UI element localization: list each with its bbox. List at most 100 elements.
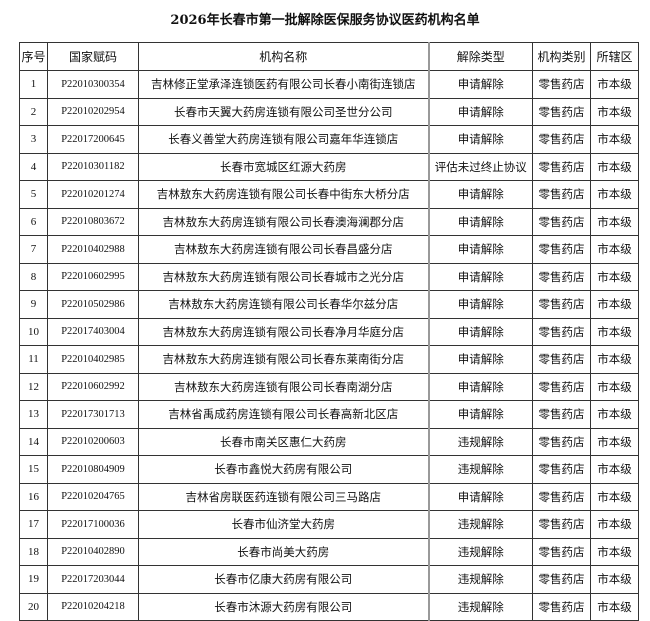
district-cell: 市本级 [590, 97, 639, 126]
header-code: 国家赋码 [47, 42, 139, 71]
seq-cell: 10 [19, 317, 48, 346]
header-type: 解除类型 [427, 42, 533, 71]
header-district: 所辖区 [590, 42, 639, 71]
type-cell: 申请解除 [427, 345, 533, 374]
table-row: 13 P22017301713 吉林省禹成药房连锁有限公司长春高新北区店 申请解除 零售… [19, 400, 639, 429]
type-cell: 违规解除 [427, 537, 533, 566]
type-cell: 申请解除 [427, 70, 533, 99]
type-cell: 申请解除 [427, 262, 533, 291]
table-row: 18 P22010402890 长春市尚美大药房 违规解除 零售药店 市本级 [19, 537, 639, 566]
seq-cell: 6 [19, 207, 48, 236]
table-row: 14 P22010200603 长春市南关区惠仁大药房 违规解除 零售药店 市本级 [19, 427, 639, 456]
name-cell: 吉林省房联医药连锁有限公司三马路店 [138, 482, 429, 511]
seq-cell: 5 [19, 180, 48, 209]
table-row: 3 P22017200645 长春义善堂大药房连锁有限公司嘉年华连锁店 申请解除 零售药… [19, 125, 639, 154]
type-cell: 申请解除 [427, 125, 533, 154]
code-cell: P22010300354 [47, 70, 139, 99]
category-cell: 零售药店 [532, 482, 591, 511]
table-row: 17 P22017100036 长春市仙济堂大药房 违规解除 零售药店 市本级 [19, 510, 639, 539]
table-row: 19 P22017203044 长春市亿康大药房有限公司 违规解除 零售药店 市本级 [19, 565, 639, 594]
seq-cell: 1 [19, 70, 48, 99]
category-cell: 零售药店 [532, 125, 591, 154]
header-name: 机构名称 [138, 42, 429, 71]
district-cell: 市本级 [590, 455, 639, 484]
table-row: 7 P22010402988 吉林敖东大药房连锁有限公司长春昌盛分店 申请解除 零售药店… [19, 235, 639, 264]
category-cell: 零售药店 [532, 565, 591, 594]
category-cell: 零售药店 [532, 537, 591, 566]
name-cell: 长春市尚美大药房 [138, 537, 429, 566]
type-cell: 评估未过终止协议 [427, 152, 533, 181]
type-cell: 申请解除 [427, 207, 533, 236]
district-cell: 市本级 [590, 180, 639, 209]
table-row: 1 P22010300354 吉林修正堂承泽连锁医药有限公司长春小南街连锁店 申请解除… [19, 70, 639, 99]
type-cell: 申请解除 [427, 290, 533, 319]
seq-cell: 15 [19, 455, 48, 484]
header-seq: 序号 [19, 42, 48, 71]
district-cell: 市本级 [590, 262, 639, 291]
table-row: 15 P22010804909 长春市鑫悦大药房有限公司 违规解除 零售药店 市本级 [19, 455, 639, 484]
type-cell: 违规解除 [427, 427, 533, 456]
category-cell: 零售药店 [532, 372, 591, 401]
table-row: 10 P22017403004 吉林敖东大药房连锁有限公司长春净月华庭分店 申请解除零… [19, 317, 639, 346]
name-cell: 吉林敖东大药房连锁有限公司长春南湖分店 [138, 372, 429, 401]
type-cell: 申请解除 [427, 235, 533, 264]
code-cell: P22017100036 [47, 510, 139, 539]
code-cell: P22010402890 [47, 537, 139, 566]
type-cell: 违规解除 [427, 592, 533, 621]
table-row: 2 P22010202954 长春市天翼大药房连锁有限公司圣世分公司 申请解除 零售药店… [19, 97, 639, 126]
code-cell: P22010804909 [47, 455, 139, 484]
type-cell: 申请解除 [427, 317, 533, 346]
code-cell: P22010402985 [47, 345, 139, 374]
district-cell: 市本级 [590, 592, 639, 621]
type-cell: 申请解除 [427, 180, 533, 209]
district-cell: 市本级 [590, 235, 639, 264]
code-cell: P22010301182 [47, 152, 139, 181]
name-cell: 吉林敖东大药房连锁有限公司长春城市之光分店 [138, 262, 429, 291]
district-cell: 市本级 [590, 345, 639, 374]
category-cell: 零售药店 [532, 455, 591, 484]
seq-cell: 2 [19, 97, 48, 126]
type-cell: 申请解除 [427, 97, 533, 126]
type-cell: 违规解除 [427, 510, 533, 539]
seq-cell: 9 [19, 290, 48, 319]
header-category: 机构类别 [532, 42, 591, 71]
code-cell: P22010602995 [47, 262, 139, 291]
table-row: 6 P22010803672 吉林敖东大药房连锁有限公司长春澳海澜郡分店 申请解除 零售… [19, 207, 639, 236]
code-cell: P22017200645 [47, 125, 139, 154]
name-cell: 长春市南关区惠仁大药房 [138, 427, 429, 456]
type-cell: 违规解除 [427, 565, 533, 594]
table-row: 11 P22010402985 吉林敖东大药房连锁有限公司长春东莱南街分店 申请解除零… [19, 345, 639, 374]
seq-cell: 17 [19, 510, 48, 539]
district-cell: 市本级 [590, 427, 639, 456]
district-cell: 市本级 [590, 510, 639, 539]
category-cell: 零售药店 [532, 235, 591, 264]
district-cell: 市本级 [590, 125, 639, 154]
table-header-row: 序号 国家赋码 机构名称 解除类型 机构类别 所辖区 [19, 42, 639, 71]
code-cell: P22017301713 [47, 400, 139, 429]
table-row: 9 P22010502986 吉林敖东大药房连锁有限公司长春华尔兹分店 申请解除 零售药… [19, 290, 639, 319]
name-cell: 长春市亿康大药房有限公司 [138, 565, 429, 594]
seq-cell: 19 [19, 565, 48, 594]
seq-cell: 13 [19, 400, 48, 429]
name-cell: 吉林敖东大药房连锁有限公司长春净月华庭分店 [138, 317, 429, 346]
district-cell: 市本级 [590, 537, 639, 566]
name-cell: 长春义善堂大药房连锁有限公司嘉年华连锁店 [138, 125, 429, 154]
name-cell: 长春市天翼大药房连锁有限公司圣世分公司 [138, 97, 429, 126]
name-cell: 长春市仙济堂大药房 [138, 510, 429, 539]
table-row: 12 P22010602992 吉林敖东大药房连锁有限公司长春南湖分店 申请解除 零售药… [19, 372, 639, 401]
code-cell: P22010201274 [47, 180, 139, 209]
code-cell: P22017203044 [47, 565, 139, 594]
type-cell: 违规解除 [427, 455, 533, 484]
seq-cell: 20 [19, 592, 48, 621]
institution-table: 序号 国家赋码 机构名称 解除类型 机构类别 所辖区 1 P22010300354… [19, 42, 639, 621]
category-cell: 零售药店 [532, 207, 591, 236]
district-cell: 市本级 [590, 70, 639, 99]
seq-cell: 4 [19, 152, 48, 181]
category-cell: 零售药店 [532, 152, 591, 181]
type-cell: 申请解除 [427, 482, 533, 511]
category-cell: 零售药店 [532, 290, 591, 319]
category-cell: 零售药店 [532, 97, 591, 126]
name-cell: 吉林敖东大药房连锁有限公司长春澳海澜郡分店 [138, 207, 429, 236]
seq-cell: 7 [19, 235, 48, 264]
category-cell: 零售药店 [532, 400, 591, 429]
